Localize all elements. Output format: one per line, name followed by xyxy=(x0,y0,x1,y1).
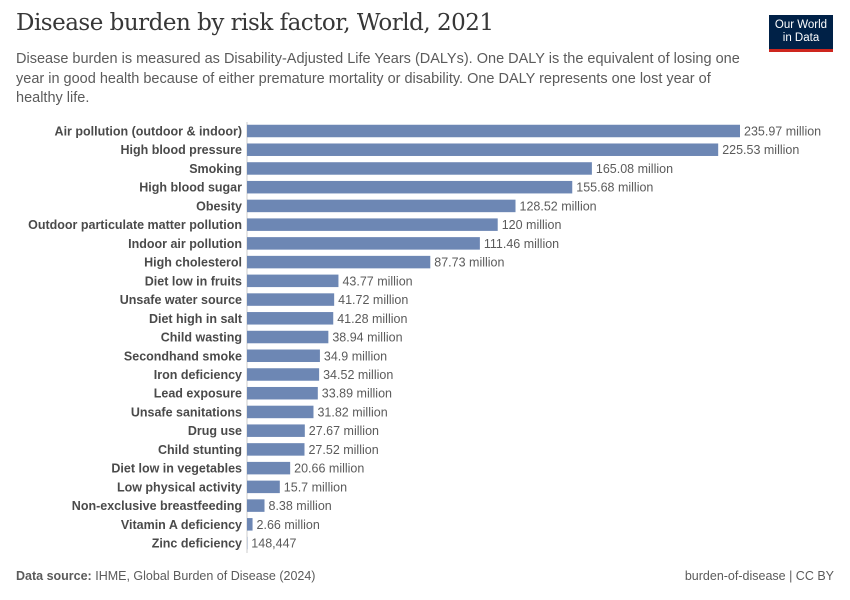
value-label: 8.38 million xyxy=(269,499,332,513)
bar[interactable] xyxy=(247,368,320,381)
category-label: Lead exposure xyxy=(154,387,242,401)
value-label: 148,447 xyxy=(251,537,296,551)
bar[interactable] xyxy=(247,162,592,175)
license[interactable]: burden-of-disease | CC BY xyxy=(684,569,834,583)
value-label: 20.66 million xyxy=(294,462,364,476)
bar[interactable] xyxy=(247,330,329,344)
category-label: Unsafe water source xyxy=(120,293,242,307)
category-label: Outdoor particulate matter pollution xyxy=(28,218,242,232)
bar[interactable] xyxy=(247,386,318,400)
category-label: Air pollution (outdoor & indoor) xyxy=(55,125,242,139)
data-source: Data source: IHME, Global Burden of Dise… xyxy=(16,569,315,583)
value-label: 43.77 million xyxy=(342,274,412,288)
value-label: 111.46 million xyxy=(484,237,559,251)
bar[interactable] xyxy=(247,293,335,306)
category-label: Child wasting xyxy=(161,331,242,345)
bar[interactable] xyxy=(247,218,498,231)
bar[interactable] xyxy=(247,143,719,156)
source-label: Data source: xyxy=(16,569,92,583)
category-label: Unsafe sanitations xyxy=(131,405,242,419)
value-label: 33.89 million xyxy=(322,387,392,401)
value-label: 128.52 million xyxy=(520,199,597,213)
bar-chart: Air pollution (outdoor & indoor) 235.97 m… xyxy=(28,122,821,554)
bar[interactable] xyxy=(247,255,431,269)
category-label: Iron deficiency xyxy=(154,368,242,382)
category-label: Zinc deficiency xyxy=(152,537,242,551)
value-label: 165.08 million xyxy=(596,162,673,176)
value-label: 2.66 million xyxy=(257,518,320,532)
category-label: Drug use xyxy=(188,424,242,438)
category-label: Low physical activity xyxy=(117,480,242,494)
category-label: Vitamin A deficiency xyxy=(121,518,242,532)
value-label: 120 million xyxy=(502,218,562,232)
owid-logo[interactable]: Our World in Data xyxy=(769,15,833,52)
value-label: 31.82 million xyxy=(317,405,387,419)
bar[interactable] xyxy=(247,480,280,494)
value-label: 34.9 million xyxy=(324,349,387,363)
category-label: Non-exclusive breastfeeding xyxy=(72,499,242,513)
bar[interactable] xyxy=(247,312,334,325)
bar[interactable] xyxy=(247,180,573,194)
value-label: 225.53 million xyxy=(722,143,799,157)
category-label: Diet low in fruits xyxy=(145,274,242,288)
category-label: Indoor air pollution xyxy=(128,237,242,251)
category-label: Secondhand smoke xyxy=(124,349,242,363)
chart-subtitle: Disease burden is measured as Disability… xyxy=(16,51,740,106)
category-label: Diet high in salt xyxy=(149,312,243,326)
value-label: 235.97 million xyxy=(744,125,821,139)
bar[interactable] xyxy=(247,461,291,475)
value-label: 15.7 million xyxy=(284,480,347,494)
bar[interactable] xyxy=(247,405,314,419)
category-label: High cholesterol xyxy=(144,256,242,270)
bar[interactable] xyxy=(247,199,516,213)
bar[interactable] xyxy=(247,424,305,437)
category-label: Child stunting xyxy=(158,443,242,457)
category-label: High blood pressure xyxy=(120,143,242,157)
value-label: 41.28 million xyxy=(337,312,407,326)
category-label: Diet low in vegetables xyxy=(111,462,242,476)
value-label: 87.73 million xyxy=(434,256,504,270)
chart-title: Disease burden by risk factor, World, 20… xyxy=(16,10,494,36)
bar[interactable] xyxy=(247,237,480,250)
category-label: Obesity xyxy=(196,199,242,213)
source-text[interactable]: IHME, Global Burden of Disease (2024) xyxy=(95,569,316,583)
value-label: 38.94 million xyxy=(332,331,402,345)
value-label: 27.67 million xyxy=(309,424,379,438)
value-label: 34.52 million xyxy=(323,368,393,382)
category-label: High blood sugar xyxy=(139,181,242,195)
bar[interactable] xyxy=(247,443,305,456)
bar[interactable] xyxy=(247,518,253,531)
bar[interactable] xyxy=(247,124,740,138)
bar[interactable] xyxy=(247,499,265,512)
value-label: 41.72 million xyxy=(338,293,408,307)
category-label: Smoking xyxy=(189,162,242,176)
value-label: 155.68 million xyxy=(576,181,653,195)
value-label: 27.52 million xyxy=(308,443,378,457)
bar[interactable] xyxy=(247,349,320,363)
bar[interactable] xyxy=(247,274,339,288)
